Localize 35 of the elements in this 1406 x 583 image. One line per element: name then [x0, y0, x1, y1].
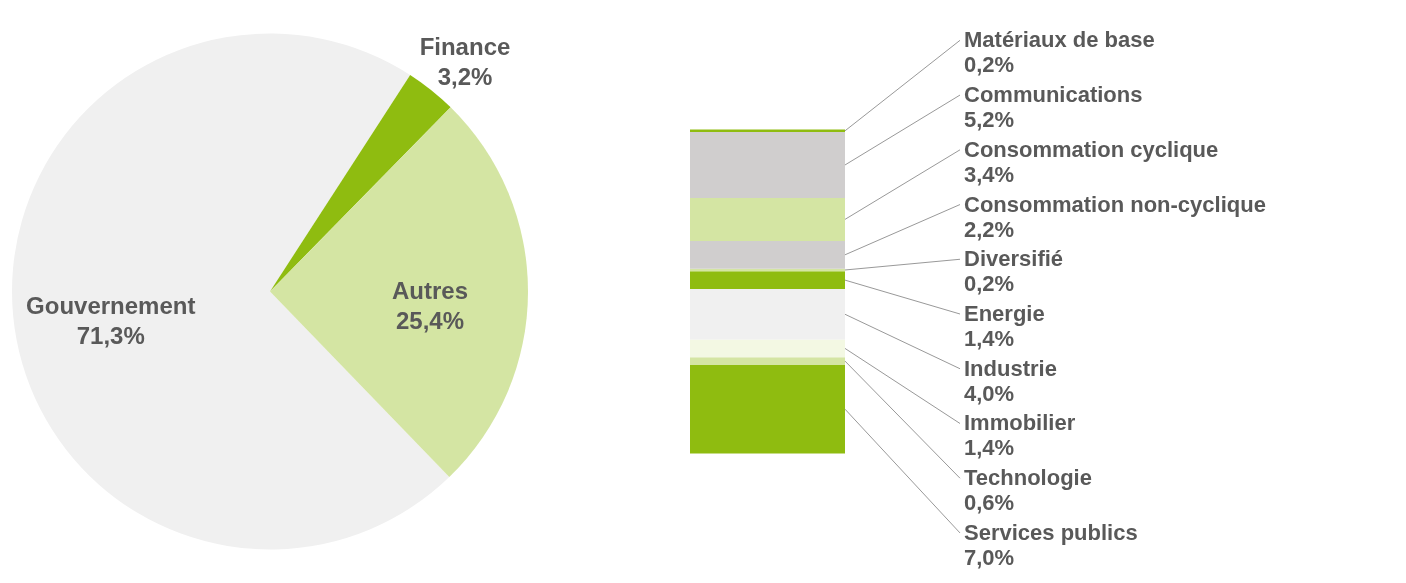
text: Consommation non-cyclique [964, 191, 1266, 217]
data-label: 4,0% [964, 380, 1015, 406]
text: Matériaux de base [964, 27, 1155, 53]
text: Services publics [964, 519, 1138, 545]
data-label: 0,2% [964, 52, 1015, 78]
data-label: 0,6% [964, 490, 1015, 516]
bar [690, 288, 845, 340]
data-label: 7,0% [964, 544, 1015, 570]
text: Energie [964, 301, 1045, 327]
text: Consommation cyclique [964, 136, 1219, 162]
bar [690, 132, 845, 198]
bar [690, 339, 845, 358]
data-label: 2,2% [964, 216, 1015, 242]
slice-label: Gouvernement [26, 292, 196, 319]
bar [690, 197, 845, 241]
pie-slice [270, 107, 528, 478]
data-label: 3,2% [437, 62, 493, 90]
text: Immobilier [964, 410, 1076, 436]
data-label: 1,4% [964, 435, 1015, 461]
data-label: 25,4% [395, 307, 465, 335]
text: Technologie [964, 465, 1092, 491]
data-label: 71,3% [76, 322, 145, 349]
bar [690, 364, 845, 454]
slice-label: Finance [419, 32, 511, 60]
text: Industrie [964, 355, 1057, 381]
text: Communications [964, 82, 1143, 108]
data-label: 3,4% [964, 161, 1015, 187]
data-label: 1,4% [964, 326, 1015, 352]
text: Diversifié [964, 246, 1064, 272]
slice-label: Autres [391, 277, 469, 305]
bar [690, 357, 845, 365]
data-label: 0,2% [964, 271, 1015, 297]
bar [690, 240, 845, 269]
bar [690, 271, 845, 289]
data-label: 5,2% [964, 107, 1015, 133]
